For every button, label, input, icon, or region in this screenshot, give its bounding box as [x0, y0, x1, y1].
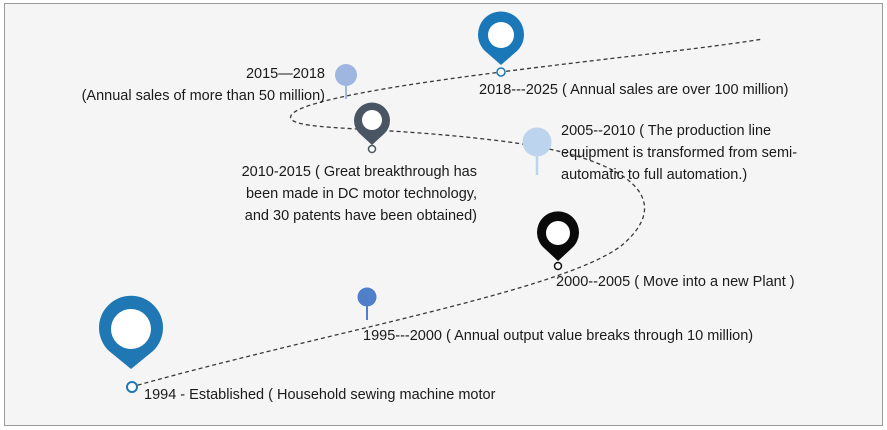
milestone-text-2005-line2: equipment is transformed from semi- — [561, 145, 798, 161]
map-pin-icon-2010 — [354, 102, 390, 154]
map-pin-icon-2018 — [478, 11, 524, 77]
dot-pin-icon-2005 — [522, 127, 552, 175]
milestone-label-1995: 1995---2000 ( Annual output value breaks… — [363, 325, 753, 347]
milestone-label-2018: 2018---2025 ( Annual sales are over 100 … — [479, 79, 789, 101]
map-pin-icon-2000 — [537, 211, 579, 271]
timeline-diagram — [99, 11, 764, 393]
milestone-text-2010-line3: and 30 patents have been obtained) — [244, 208, 477, 224]
milestone-text-2010-line2: been made in DC motor technology, — [245, 186, 477, 202]
milestone-label-2015: 2015—2018 (Annual sales of more than 50 … — [35, 63, 325, 107]
milestone-text-2015-line1: 2015—2018 — [245, 66, 325, 82]
timeline-frame: 1994 - Established ( Household sewing ma… — [4, 3, 883, 426]
milestone-text-1995: 1995---2000 ( Annual output value breaks… — [363, 328, 754, 344]
milestone-label-2005: 2005--2010 ( The production line equipme… — [561, 120, 797, 186]
map-pin-icon-1994 — [99, 295, 163, 393]
dot-pin-icon-2015 — [335, 64, 357, 99]
milestone-label-1994: 1994 - Established ( Household sewing ma… — [144, 384, 495, 406]
milestone-text-2015-line2: (Annual sales of more than 50 million) — [81, 88, 325, 104]
milestone-text-1994: 1994 - Established ( Household sewing ma… — [144, 387, 496, 403]
milestone-label-2000: 2000--2005 ( Move into a new Plant ) — [556, 271, 795, 293]
timeline-path — [130, 38, 764, 388]
milestone-label-2010: 2010-2015 ( Great breakthrough has been … — [205, 161, 477, 227]
milestone-text-2018: 2018---2025 ( Annual sales are over 100 … — [479, 82, 789, 98]
milestone-text-2005-line1: 2005--2010 ( The production line — [561, 123, 772, 139]
milestone-text-2010-line1: 2010-2015 ( Great breakthrough has — [241, 164, 477, 180]
dot-pin-icon-1995 — [357, 287, 377, 320]
milestone-text-2000: 2000--2005 ( Move into a new Plant ) — [556, 274, 795, 290]
milestone-text-2005-line3: automatic to full automation.) — [561, 167, 748, 183]
